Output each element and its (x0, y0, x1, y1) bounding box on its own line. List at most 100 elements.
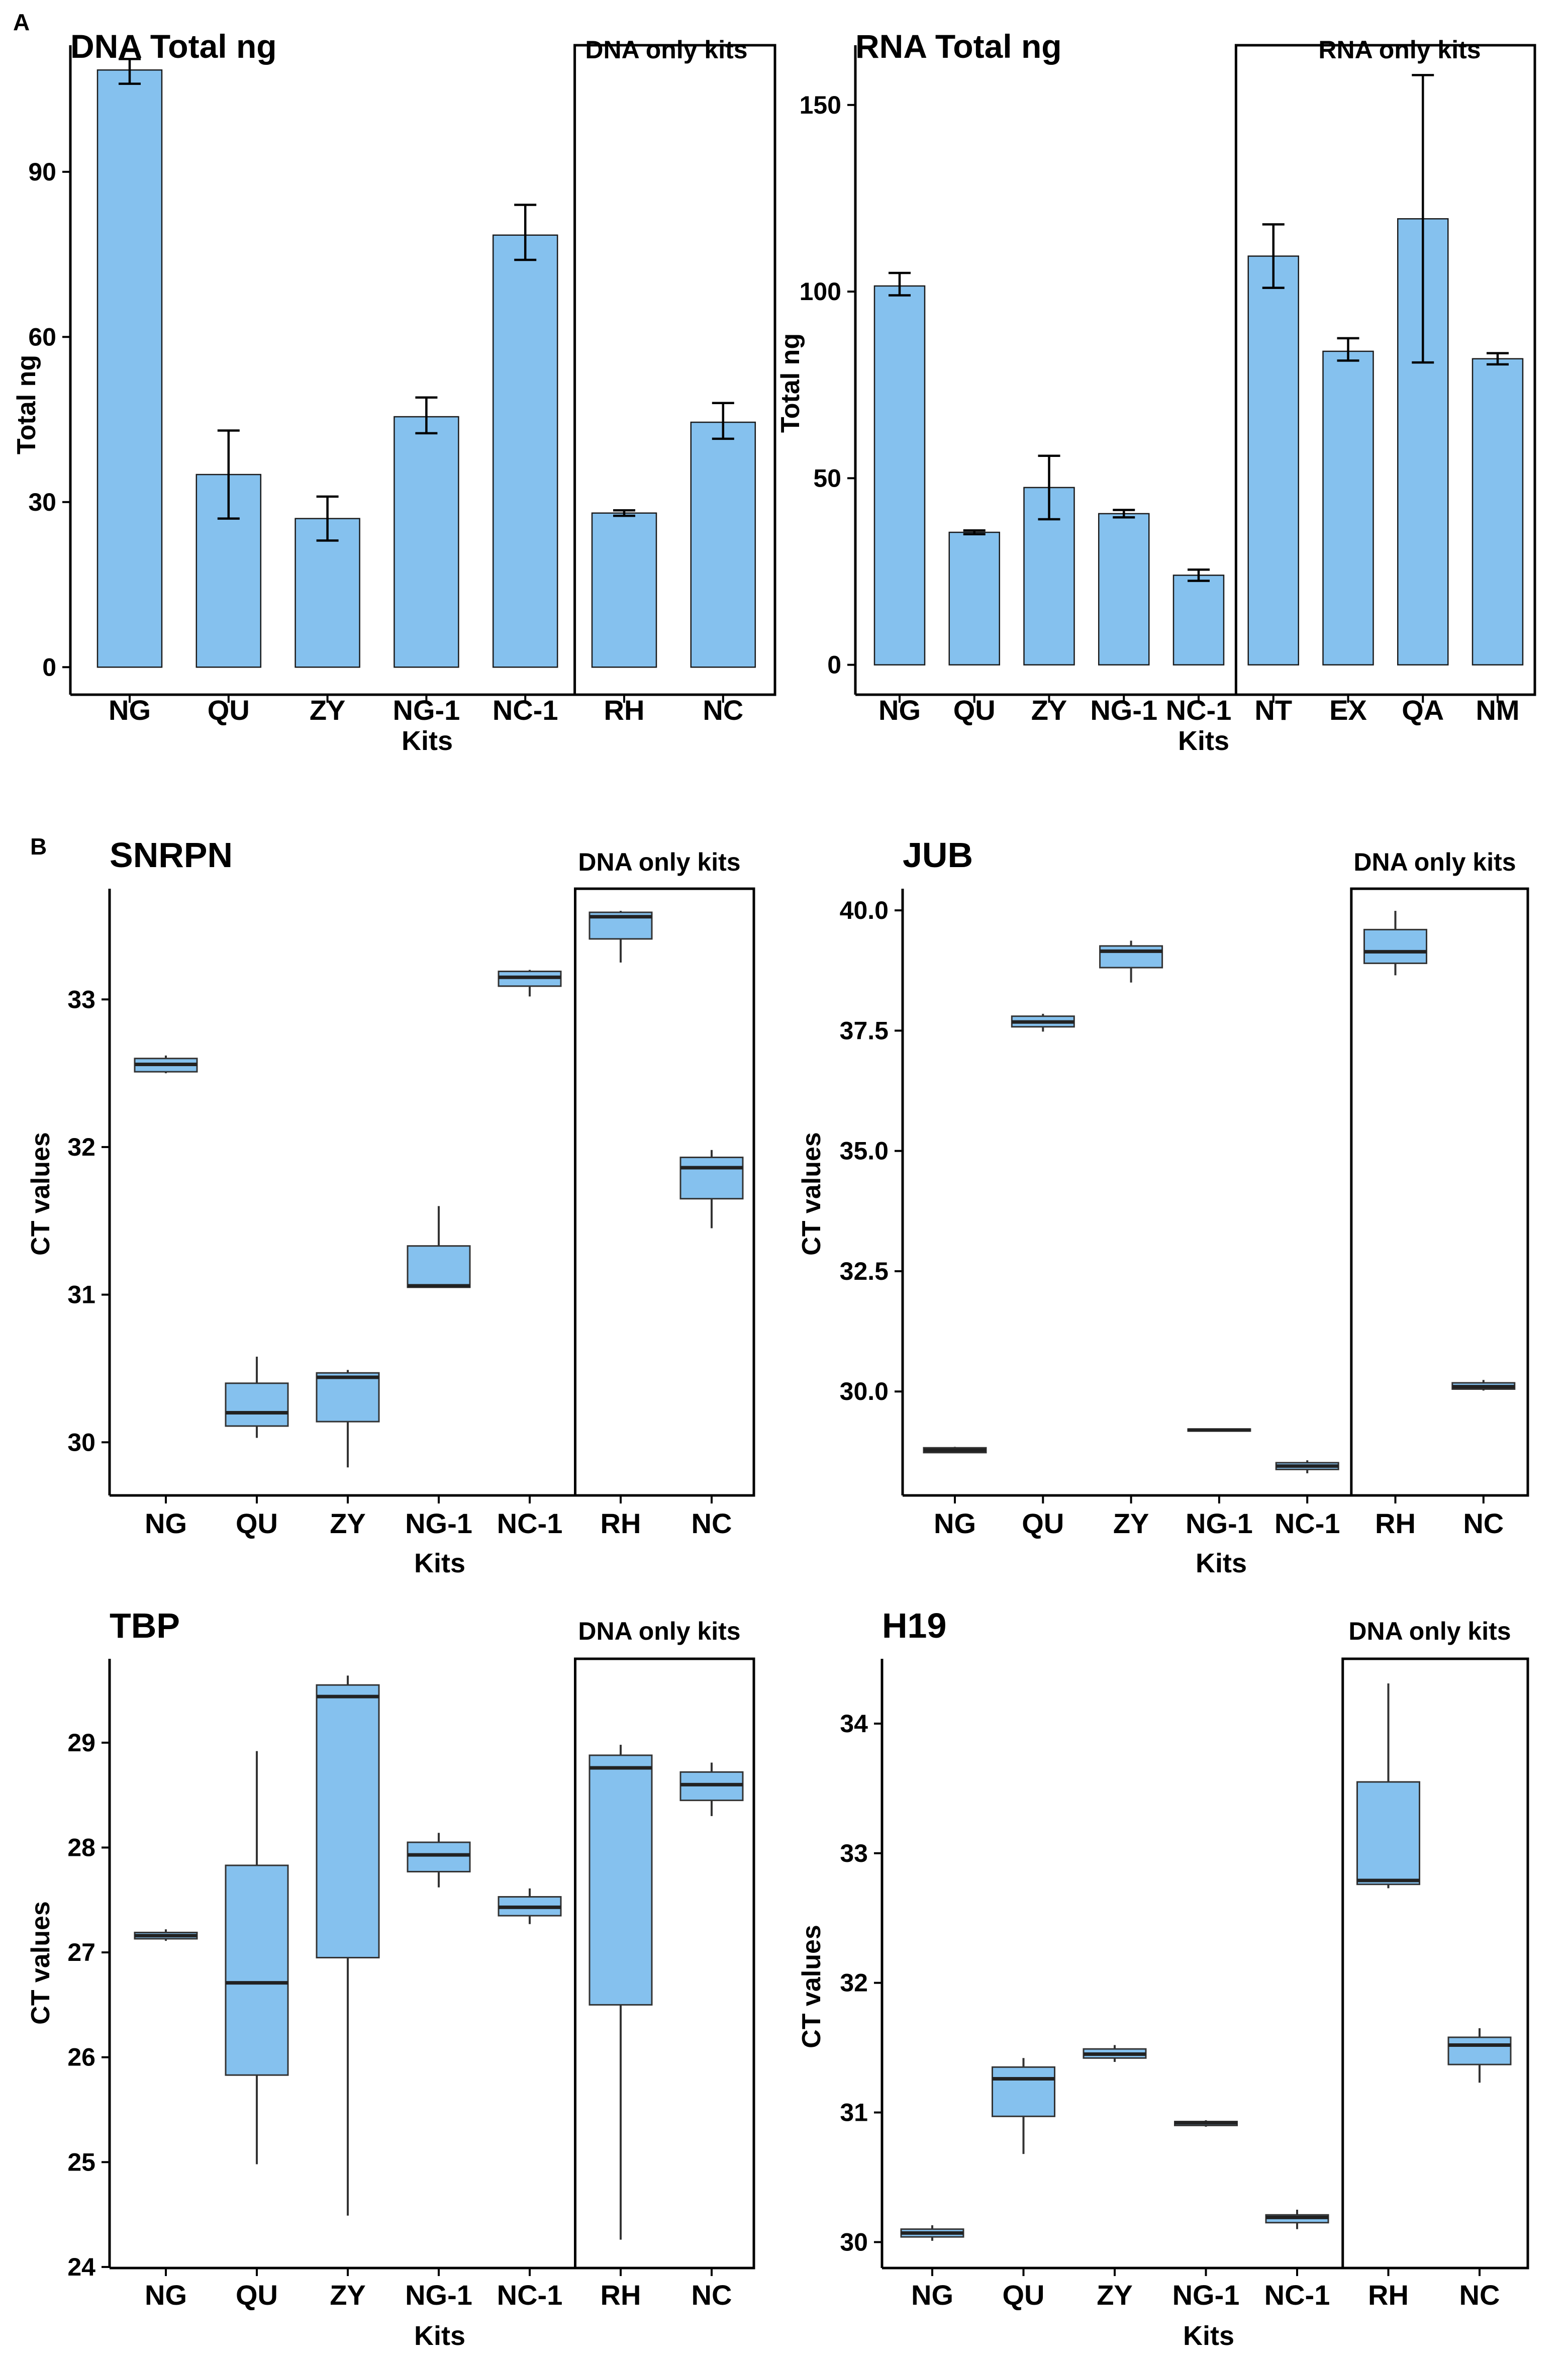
h19-xtick-label: NC-1 (1264, 2279, 1330, 2311)
h19-highlight-label: DNA only kits (1348, 1617, 1511, 1645)
tbp-ytick-label: 25 (67, 2148, 95, 2176)
snrpn-marks (134, 911, 744, 1468)
jub-box-rh (1363, 928, 1427, 964)
h19-ylabel: CT values (797, 1925, 826, 2048)
snrpn-box-qu (225, 1382, 289, 1427)
jub-xtick-label: NC-1 (1275, 1507, 1340, 1539)
dna-total-xtick-label: NG (109, 694, 151, 726)
rna-total-bar-ng (873, 285, 926, 666)
jub-ylabel: CT values (797, 1132, 826, 1256)
jub-xtick-label: NC (1463, 1507, 1504, 1539)
jub-highlight-box (1350, 887, 1529, 1497)
rna-total-chart: RNA Total ng Total ng Kits RNA only kits… (776, 28, 1536, 756)
tbp-chart: TBP CT values Kits DNA only kits 2425262… (26, 1606, 755, 2351)
tbp-xtick-label: ZY (330, 2279, 366, 2311)
tbp-title: TBP (110, 1606, 180, 1645)
rna-total-bar-nt (1247, 255, 1299, 666)
dna-total-bar-ng-1 (394, 416, 459, 668)
tbp-marks (134, 1675, 744, 2240)
jub-xtick-label: QU (1022, 1507, 1064, 1539)
jub-axes: 30.0 32.5 35.0 37.5 40.0 NG QU ZY NG-1 NC-1 RH NC (840, 887, 1529, 1539)
rna-total-xtick-label: QU (953, 694, 996, 726)
dna-total-bar-rh (591, 512, 657, 668)
dna-total-bar-nc (690, 421, 756, 668)
rna-total-xtick-label: EX (1329, 694, 1367, 726)
dna-total-bar-ng (96, 69, 163, 668)
snrpn-ylabel: CT values (26, 1132, 55, 1256)
snrpn-xlabel: Kits (414, 1548, 465, 1578)
tbp-highlight-label: DNA only kits (578, 1617, 740, 1645)
rna-total-xlabel: Kits (1178, 726, 1229, 756)
snrpn-xtick-label: NG (145, 1507, 187, 1539)
h19-xlabel: Kits (1183, 2321, 1234, 2351)
rna-total-marks (873, 74, 1524, 666)
rna-total-ytick-label: 50 (813, 464, 841, 492)
jub-box-zy (1099, 945, 1163, 969)
h19-marks (900, 1683, 1512, 2241)
tbp-box-rh (589, 1754, 653, 2006)
jub-ytick-label: 35.0 (840, 1137, 889, 1165)
rna-total-bar-ex (1322, 350, 1374, 666)
dna-total-axes: 0 30 60 90 NG QU ZY NG-1 NC-1 RH NC (28, 44, 776, 726)
dna-total-ytick-label: 0 (42, 653, 56, 681)
h19-ytick-label: 31 (840, 2099, 868, 2127)
dna-total-chart: DNA Total ng Total ng Kits DNA only kits… (12, 28, 776, 756)
h19-xtick-label: NG (911, 2279, 953, 2311)
rna-total-bar-nc-1 (1172, 575, 1225, 666)
snrpn-ytick-label: 33 (67, 985, 95, 1013)
panel-letter-a: A (13, 9, 30, 35)
h19-chart: H19 CT values Kits DNA only kits 3031323… (797, 1606, 1529, 2351)
h19-title: H19 (882, 1606, 946, 1645)
rna-total-xtick-label: ZY (1031, 694, 1067, 726)
tbp-ytick-label: 28 (67, 1833, 95, 1861)
dna-total-xtick-label: RH (604, 694, 645, 726)
jub-xtick-label: RH (1375, 1507, 1416, 1539)
dna-total-xtick-label: NG-1 (393, 694, 460, 726)
dna-total-xlabel: Kits (402, 726, 453, 756)
snrpn-box-zy (316, 1372, 380, 1423)
rna-total-xtick-label: NG (878, 694, 921, 726)
jub-xtick-label: ZY (1113, 1507, 1149, 1539)
tbp-ytick-label: 24 (67, 2253, 95, 2281)
panel-letter-b: B (30, 833, 47, 860)
rna-total-axes: 0 50 100 150 NG QU ZY NG-1 NC-1 NT EX QA NM (800, 44, 1536, 726)
snrpn-ytick-label: 32 (67, 1133, 95, 1161)
dna-total-xtick-label: NC-1 (493, 694, 558, 726)
dna-total-xtick-label: NC (703, 694, 743, 726)
h19-box-nc (1447, 2036, 1512, 2065)
jub-marks (923, 911, 1516, 1473)
dna-total-highlight-box (573, 44, 776, 696)
snrpn-xtick-label: NC-1 (497, 1507, 563, 1539)
dna-total-title: DNA Total ng (70, 28, 277, 65)
snrpn-highlight-label: DNA only kits (578, 848, 740, 876)
tbp-box-zy (316, 1684, 380, 1959)
h19-box-rh (1356, 1781, 1420, 1885)
snrpn-highlight-box (574, 887, 755, 1497)
rna-total-xtick-label: NT (1254, 694, 1292, 726)
tbp-ytick-label: 27 (67, 1938, 95, 1966)
h19-ytick-label: 32 (840, 1969, 868, 1997)
snrpn-xtick-label: NG-1 (405, 1507, 472, 1539)
h19-xtick-label: NG-1 (1172, 2279, 1240, 2311)
dna-total-bar-zy (295, 518, 360, 668)
tbp-xtick-label: NC (692, 2279, 732, 2311)
rna-total-highlight-box (1234, 44, 1536, 696)
tbp-ytick-label: 26 (67, 2043, 95, 2071)
jub-highlight-label: DNA only kits (1353, 848, 1516, 876)
dna-total-marks (96, 58, 756, 668)
rna-total-xtick-label: QA (1402, 694, 1444, 726)
rna-total-bar-nm (1472, 358, 1524, 666)
dna-total-ytick-label: 90 (28, 158, 56, 186)
tbp-ytick-label: 29 (67, 1729, 95, 1757)
rna-total-highlight-label: RNA only kits (1318, 36, 1481, 64)
jub-ytick-label: 30.0 (840, 1377, 889, 1405)
h19-highlight-box (1341, 1657, 1529, 2270)
jub-ytick-label: 37.5 (840, 1016, 889, 1045)
jub-xtick-label: NG (934, 1507, 976, 1539)
rna-total-ytick-label: 0 (827, 651, 841, 679)
h19-ytick-label: 33 (840, 1839, 868, 1867)
snrpn-box-nc (679, 1156, 744, 1200)
tbp-xtick-label: NG-1 (405, 2279, 472, 2311)
snrpn-ytick-label: 31 (67, 1281, 95, 1309)
rna-total-ylabel: Total ng (776, 333, 805, 433)
